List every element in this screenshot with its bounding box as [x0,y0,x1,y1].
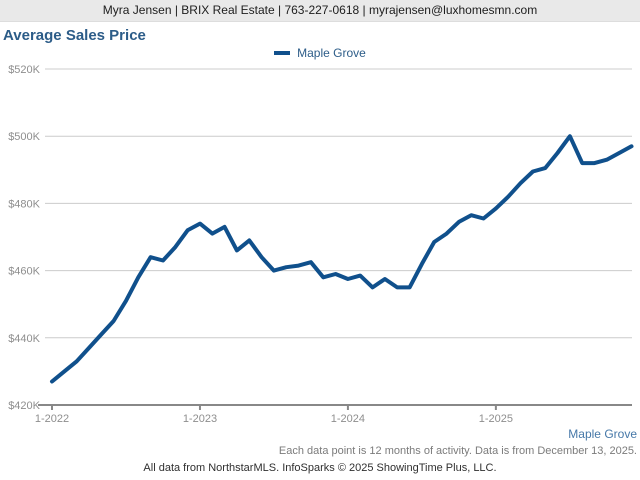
legend-label: Maple Grove [297,46,366,60]
y-axis-tick-label: $520K [8,64,40,76]
page-title: Average Sales Price [3,27,146,44]
footer-attribution: All data from NorthstarMLS. InfoSparks ©… [143,462,497,474]
y-axis-tick-label: $480K [8,198,40,210]
footer-data-note: Each data point is 12 months of activity… [278,445,637,457]
x-axis-tick-label: 1-2023 [183,413,217,425]
y-axis-tick-label: $500K [8,131,40,143]
y-axis-tick-label: $460K [8,266,40,278]
y-axis-tick-label: $420K [8,400,40,412]
x-axis-tick-label: 1-2024 [331,413,365,425]
series-line-maple-grove[interactable] [50,134,634,384]
legend-item-maple-grove[interactable]: Maple Grove [274,46,366,60]
footer-series-link[interactable]: Maple Grove [568,427,637,441]
agent-contact-text: Myra Jensen | BRIX Real Estate | 763-227… [102,3,538,17]
legend: Maple Grove [0,44,640,62]
agent-contact-bar: Myra Jensen | BRIX Real Estate | 763-227… [0,0,640,22]
legend-line-swatch [274,51,291,55]
y-axis-tick-label: $440K [8,333,40,345]
x-axis-tick-label: 1-2022 [35,413,69,425]
x-axis-tick-label: 1-2025 [479,413,513,425]
